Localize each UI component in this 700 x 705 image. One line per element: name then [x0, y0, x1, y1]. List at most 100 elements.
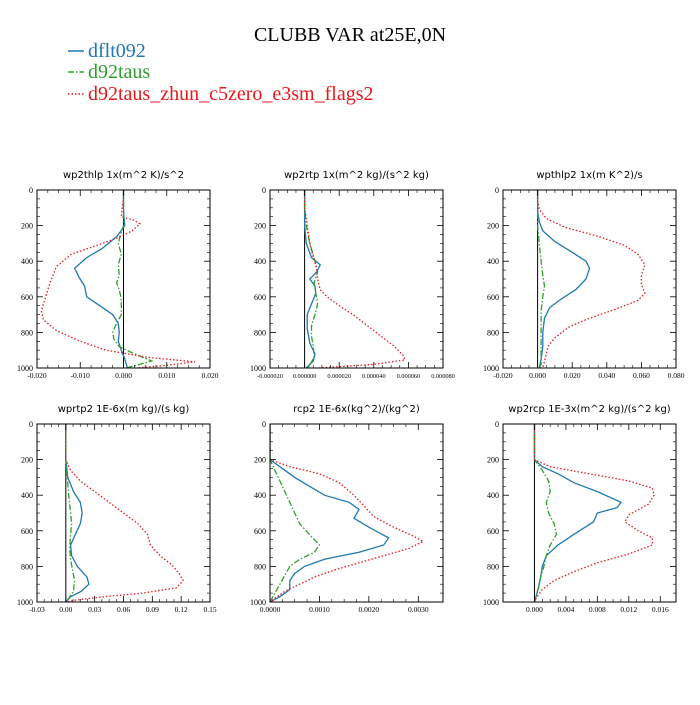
series-line — [533, 424, 558, 602]
y-tick-label: 0 — [262, 420, 266, 429]
y-tick-label: 1000 — [483, 598, 499, 607]
y-tick-label: 200 — [487, 456, 499, 465]
panel-title: rcp2 1E-6x(kg^2)/(kg^2) — [293, 404, 420, 415]
y-tick-label: 600 — [487, 293, 499, 302]
x-tick-label: 0.06 — [117, 605, 130, 614]
y-tick-label: 600 — [21, 527, 33, 536]
x-tick-label: -0.020 — [27, 371, 47, 380]
x-tick-label: -0.020 — [493, 371, 513, 380]
series-line — [40, 190, 195, 368]
x-tick-label: -0.03 — [29, 605, 45, 614]
y-tick-label: 1000 — [250, 598, 266, 607]
legend-item: dflt092 — [68, 40, 146, 62]
legend: dflt092d92tausd92taus_zhun_c5zero_e3sm_f… — [68, 40, 373, 105]
series-line — [533, 424, 623, 602]
y-tick-label: 0 — [29, 186, 33, 195]
y-tick-label: 0 — [495, 420, 499, 429]
y-tick-label: 800 — [254, 562, 266, 571]
x-tick-label: 0.008 — [589, 605, 606, 614]
series-line — [65, 424, 76, 602]
series-line — [303, 190, 319, 368]
x-tick-label: 0.0010 — [309, 605, 330, 614]
x-tick-label: 0.0000 — [260, 605, 281, 614]
series-line — [303, 190, 406, 368]
x-tick-label: 0.000000 — [293, 373, 317, 380]
plot-frame — [502, 423, 677, 603]
y-tick-label: 1000 — [483, 364, 499, 373]
y-tick-label: 200 — [487, 222, 499, 231]
x-tick-label: 0.0020 — [359, 605, 380, 614]
panel: wpthlp2 1x(m K^2)/s 0 200 400 600 800 1000-0.0… — [483, 170, 685, 380]
panel-title: wp2rtp 1x(m^2 kg)/(s^2 kg) — [284, 170, 429, 181]
panel-title: wp2thlp 1x(m^2 K)/s^2 — [63, 170, 184, 181]
y-tick-label: 0 — [495, 186, 499, 195]
panels: wp2thlp 1x(m^2 K)/s^202004006008001000-0… — [17, 170, 685, 614]
series-line — [65, 424, 184, 602]
series-line — [270, 424, 390, 602]
y-tick-label: 600 — [21, 293, 33, 302]
y-tick-label: 200 — [21, 222, 33, 231]
series-line — [270, 424, 321, 602]
x-tick-label: 0.000040 — [362, 373, 386, 380]
x-tick-label: 0.040 — [598, 371, 615, 380]
y-tick-label: 0 — [29, 420, 33, 429]
plot-frame — [269, 189, 444, 369]
x-tick-label: -0.000020 — [257, 373, 283, 380]
x-tick-label: 0.000 — [526, 605, 543, 614]
y-tick-label: 1000 — [17, 364, 33, 373]
x-tick-label: 0.15 — [203, 605, 216, 614]
x-tick-label: 0.03 — [88, 605, 101, 614]
x-tick-label: 0.12 — [175, 605, 188, 614]
panel: wprtp2 1E-6x(m kg)/(s kg) 0 200 400 600 800 10… — [17, 404, 217, 614]
figure-title: CLUBB VAR at25E,0N — [254, 24, 446, 46]
x-tick-label: 0.020 — [564, 371, 581, 380]
x-tick-label: 0.004 — [557, 605, 574, 614]
y-tick-label: 400 — [254, 257, 266, 266]
panel: rcp2 1E-6x(kg^2)/(kg^2) 0 200 400 600 800 1000… — [250, 404, 444, 614]
y-tick-label: 1000 — [250, 364, 266, 373]
x-tick-label: 0.000 — [115, 371, 132, 380]
y-tick-label: 800 — [21, 328, 33, 337]
series-line — [270, 424, 425, 602]
legend-label: d92taus_zhun_c5zero_e3sm_flags2 — [88, 83, 373, 105]
legend-label: dflt092 — [88, 40, 146, 62]
x-tick-label: 0.012 — [620, 605, 637, 614]
x-tick-label: 0.000060 — [397, 373, 421, 380]
legend-item: d92taus_zhun_c5zero_e3sm_flags2 — [68, 83, 373, 105]
y-tick-label: 600 — [487, 527, 499, 536]
legend-item: d92taus — [68, 61, 150, 83]
y-tick-label: 800 — [21, 562, 33, 571]
x-tick-label: 0.010 — [158, 371, 175, 380]
series-line — [533, 424, 655, 602]
y-tick-label: 200 — [254, 222, 266, 231]
y-tick-label: 600 — [254, 527, 266, 536]
y-tick-label: 400 — [21, 491, 33, 500]
series-line — [536, 190, 546, 368]
y-tick-label: 400 — [254, 491, 266, 500]
x-tick-label: 0.060 — [633, 371, 650, 380]
x-tick-label: 0.016 — [652, 605, 669, 614]
x-tick-label: 0.080 — [668, 371, 685, 380]
series-line — [65, 424, 90, 602]
x-tick-label: 0.00 — [59, 605, 72, 614]
y-tick-label: 400 — [487, 491, 499, 500]
panel: wp2rtp 1x(m^2 kg)/(s^2 kg) 0 200 400 600 800 1… — [250, 170, 455, 380]
plot-frame — [502, 189, 677, 369]
series-line — [73, 190, 129, 368]
series-line — [536, 190, 591, 368]
x-tick-label: 0.000080 — [431, 373, 455, 380]
y-tick-label: 0 — [262, 186, 266, 195]
series-line — [536, 190, 646, 368]
x-tick-label: 0.000 — [529, 371, 546, 380]
panel: wp2thlp 1x(m^2 K)/s^202004006008001000-0… — [17, 170, 219, 380]
y-tick-label: 200 — [21, 456, 33, 465]
series-line — [303, 190, 322, 368]
y-tick-label: 600 — [254, 293, 266, 302]
y-tick-label: 800 — [487, 562, 499, 571]
panel-title: wp2rcp 1E-3x(m^2 kg)/(s^2 kg) — [508, 404, 671, 415]
x-tick-label: 0.020 — [202, 371, 219, 380]
x-tick-label: -0.010 — [71, 371, 91, 380]
y-tick-label: 800 — [254, 328, 266, 337]
